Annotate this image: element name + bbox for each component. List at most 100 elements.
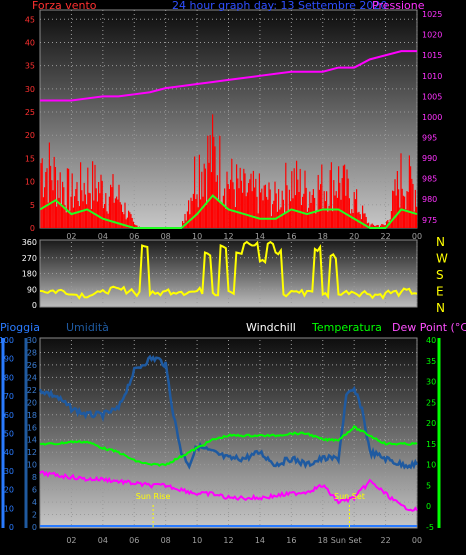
x-tick-label: 10	[192, 536, 202, 545]
compass-letter: N	[436, 235, 445, 249]
rain-tick: 100	[0, 336, 14, 345]
pressure-tick: 1015	[422, 51, 442, 60]
temperature-tick: 15	[426, 440, 436, 449]
temperature-panel-x-ticks: 02 04 06 08 10 12 14 16 18 Sun Set 22 00	[66, 536, 422, 545]
pressure-tick: 985	[422, 175, 437, 184]
humidity-tick: 20	[27, 398, 37, 407]
x-tick-label: 06	[129, 232, 139, 241]
x-tick-label: 08	[161, 232, 171, 241]
pressure-tick: 1025	[422, 10, 442, 19]
direction-tick: 0	[32, 301, 37, 310]
humidity-tick: 26	[27, 361, 37, 370]
rain-tick: 30	[4, 467, 14, 476]
humidity-tick: 24	[27, 373, 37, 382]
temperature-tick: -5	[426, 523, 434, 532]
humidity-tick: 8	[32, 473, 37, 482]
compass-letter: N	[436, 301, 445, 315]
legend-dew-point: Dew Point (°C)	[392, 321, 466, 334]
temperature-tick: 25	[426, 398, 436, 407]
humidity-tick: 18	[27, 411, 37, 420]
rain-axis-ticks: 0 10 20 30 40 50 60 70 80 90 100	[0, 336, 14, 532]
compass-letter: S	[436, 268, 444, 282]
humidity-line	[38, 354, 419, 470]
x-tick-label: 16	[286, 232, 296, 241]
wind-speed-tick: 20	[25, 131, 35, 140]
wind-gust-line	[39, 194, 418, 229]
pressure-tick: 990	[422, 154, 437, 163]
direction-tick: 90	[27, 285, 37, 294]
humidity-tick: 10	[27, 461, 37, 470]
x-tick-label: 20	[349, 232, 359, 241]
wind-direction-line	[39, 240, 418, 300]
legend-rain: Pioggia	[0, 321, 40, 334]
humidity-tick: 12	[27, 448, 37, 457]
humidity-tick: 4	[32, 498, 37, 507]
x-tick-label: 10	[192, 232, 202, 241]
sun-annotations: Sun Rise Sun Set	[136, 492, 365, 527]
wind-speed-axis-title: Forza vento	[32, 0, 97, 12]
temperature-tick: 5	[426, 481, 431, 490]
temperature-tick: 30	[426, 378, 436, 387]
direction-axis-ticks: 0 90 180 270 360	[22, 238, 37, 310]
rain-tick: 10	[4, 504, 14, 513]
x-tick-label: 14	[255, 536, 265, 545]
humidity-tick: 22	[27, 386, 37, 395]
pressure-axis-title: Pressione	[372, 0, 425, 12]
legend-temperature: Temperatura	[311, 321, 382, 334]
chart-title: 24 hour graph day: 13 Settembre 2020	[172, 0, 387, 12]
pressure-tick: 1010	[422, 72, 442, 81]
temperature-tick: 40	[426, 336, 436, 345]
rain-tick: 70	[4, 392, 14, 401]
humidity-tick: 0	[32, 523, 37, 532]
temperature-line	[39, 424, 418, 467]
pressure-line	[40, 50, 417, 102]
x-tick-label: 18	[318, 232, 328, 241]
x-tick-label: 02	[66, 232, 76, 241]
wind-speed-tick: 5	[30, 201, 35, 210]
wind-speed-tick: 40	[25, 38, 35, 47]
sun-label: Sun Set	[334, 492, 365, 501]
x-tick-label: 08	[161, 536, 171, 545]
x-tick-label: 04	[98, 232, 108, 241]
wind-speed-axis-ticks: 0 5 10 15 20 25 30 35 40 45	[25, 15, 35, 233]
wind-speed-tick: 10	[25, 178, 35, 187]
x-tick-label: 14	[255, 232, 265, 241]
pressure-tick: 1020	[422, 31, 442, 40]
x-tick-label: 22	[380, 536, 390, 545]
direction-tick: 360	[22, 238, 37, 247]
pressure-tick: 980	[422, 195, 437, 204]
pressure-tick: 1005	[422, 92, 442, 101]
x-tick-label: 18	[318, 536, 328, 545]
x-tick-label: 16	[286, 536, 296, 545]
x-tick-label: 02	[66, 536, 76, 545]
compass-letter: E	[436, 285, 444, 299]
humidity-tick: 6	[32, 486, 37, 495]
x-tick-label: 04	[98, 536, 108, 545]
x-tick-label: 06	[129, 536, 139, 545]
rain-tick: 40	[4, 448, 14, 457]
wind-speed-tick: 35	[25, 62, 35, 71]
rain-tick: 60	[4, 411, 14, 420]
x-tick-label: 00	[412, 232, 422, 241]
humidity-tick: 16	[27, 423, 37, 432]
wind-speed-tick: 30	[25, 85, 35, 94]
temperature-tick: 20	[426, 419, 436, 428]
dew-point-line	[39, 470, 418, 512]
x-tick-label: 12	[223, 232, 233, 241]
wind-speed-tick: 25	[25, 108, 35, 117]
humidity-tick: 2	[32, 511, 37, 520]
wind-speed-tick: 0	[30, 224, 35, 233]
direction-tick: 180	[22, 270, 37, 279]
pressure-tick: 975	[422, 216, 437, 225]
pressure-axis-ticks: 975 980 985 990 995 1000 1005 1010 1015 1020 1025	[422, 10, 442, 225]
humidity-tick: 30	[27, 336, 37, 345]
x-tick-label: 22	[380, 232, 390, 241]
rain-tick: 20	[4, 486, 14, 495]
humidity-tick: 14	[27, 436, 37, 445]
temperature-tick: 35	[426, 357, 436, 366]
wind-speed-tick: 15	[25, 154, 35, 163]
rain-tick: 90	[4, 355, 14, 364]
